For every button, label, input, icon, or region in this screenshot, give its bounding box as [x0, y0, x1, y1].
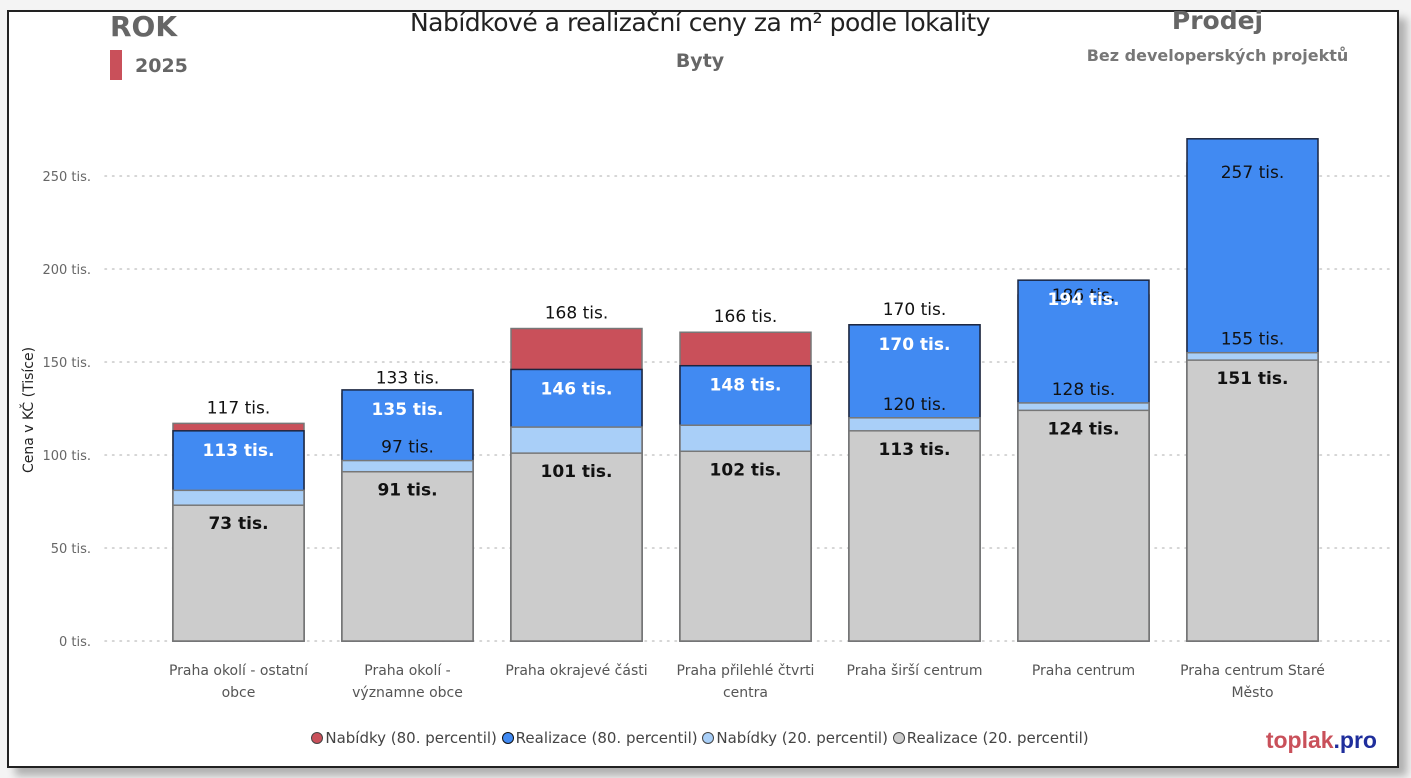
y-axis-label: Cena v KČ (Tisíce)	[19, 347, 37, 473]
x-tick-label: Praha okolí -	[364, 663, 450, 679]
data-label: 120 tis.	[883, 395, 947, 415]
y-tick-label: 0 tis.	[59, 635, 91, 650]
brand-part2: .pro	[1333, 727, 1377, 753]
x-tick-label: centra	[723, 685, 768, 701]
legend-marker-icon	[501, 732, 514, 744]
data-label: 113 tis.	[203, 441, 275, 461]
x-tick-label: Praha přilehlé čtvrti	[677, 663, 815, 679]
data-label: 97 tis.	[381, 438, 434, 458]
data-label: 101 tis.	[541, 462, 613, 482]
chart-title: Nabídkové a realizační ceny za m² podle …	[409, 8, 991, 37]
data-label: 186 tis.	[1052, 286, 1116, 306]
bar-realizace-20-percentil-	[1186, 359, 1319, 642]
bar-realizace-20-percentil-	[510, 452, 643, 642]
x-tick-label: obce	[222, 685, 256, 701]
transaction-type-label: Prodej	[1171, 6, 1264, 35]
bar-realizace-20-percentil-	[341, 470, 474, 642]
data-label: 128 tis.	[1052, 380, 1116, 400]
data-label: 135 tis.	[372, 400, 444, 420]
data-label: 168 tis.	[545, 304, 609, 324]
legend-item[interactable]: Realizace (80. percentil)	[501, 729, 698, 747]
x-tick-label: Město	[1231, 685, 1273, 701]
data-label: 146 tis.	[541, 379, 613, 399]
legend-label: Nabídky (20. percentil)	[716, 729, 888, 747]
data-label: 148 tis.	[710, 376, 782, 396]
data-label: 91 tis.	[377, 481, 437, 501]
data-label: 124 tis.	[1048, 419, 1120, 439]
y-tick-label: 50 tis.	[51, 542, 91, 557]
data-label: 155 tis.	[1221, 330, 1285, 350]
data-label: 73 tis.	[208, 514, 268, 534]
data-labels: 117 tis. 133 tis. 168 tis. 166 tis. 170 tis.…	[203, 163, 1289, 534]
x-tick-label: Praha centrum Staré	[1180, 663, 1325, 679]
data-label: 113 tis.	[879, 440, 951, 460]
bar-realizace-20-percentil-	[679, 450, 812, 642]
legend-marker-icon	[702, 732, 715, 744]
year-slicer-title: ROK	[110, 10, 178, 43]
legend-label: Realizace (80. percentil)	[515, 729, 698, 747]
brand-part1: toplak	[1265, 727, 1334, 753]
x-tick-label: významne obce	[352, 685, 463, 701]
legend: Nabídky (80. percentil) Realizace (80. p…	[0, 729, 1400, 748]
legend-label: Nabídky (80. percentil)	[325, 729, 497, 747]
data-label: 166 tis.	[714, 307, 778, 327]
legend-label: Realizace (20. percentil)	[906, 729, 1089, 747]
x-tick-label: Praha okrajevé části	[505, 663, 647, 679]
legend-marker-icon	[311, 732, 324, 744]
y-axis-ticks: 0 tis. 50 tis. 100 tis. 150 tis. 200 tis. 250…	[42, 170, 91, 650]
y-tick-label: 100 tis.	[42, 449, 91, 464]
year-swatch[interactable]	[110, 50, 122, 80]
data-label: 170 tis.	[883, 300, 947, 320]
y-tick-label: 250 tis.	[42, 170, 91, 185]
bar-realizace-20-percentil-	[848, 430, 981, 642]
data-label: 170 tis.	[879, 335, 951, 355]
bar-realizace-20-percentil-	[172, 504, 305, 642]
y-tick-label: 200 tis.	[42, 263, 91, 278]
data-label: 102 tis.	[710, 460, 782, 480]
data-label: 194 tis.	[1048, 290, 1120, 310]
year-slicer-value[interactable]: 2025	[135, 55, 188, 77]
legend-item[interactable]: Nabídky (20. percentil)	[702, 729, 888, 747]
legend-item[interactable]: Nabídky (80. percentil)	[311, 729, 497, 747]
data-label: 133 tis.	[376, 369, 440, 389]
data-label: 257 tis.	[1221, 163, 1285, 183]
chart-subtitle: Byty	[675, 50, 725, 72]
data-label: 151 tis.	[1217, 369, 1289, 389]
y-tick-label: 150 tis.	[42, 356, 91, 371]
brand-logo[interactable]: toplak.pro	[1266, 727, 1377, 754]
bars	[172, 138, 1319, 642]
data-label: 117 tis.	[207, 398, 271, 418]
legend-marker-icon	[892, 732, 905, 744]
legend-item[interactable]: Realizace (20. percentil)	[892, 729, 1089, 747]
x-tick-label: Praha centrum	[1032, 663, 1135, 679]
x-tick-label: Praha širší centrum	[847, 663, 983, 679]
filter-label: Bez developerských projektů	[1086, 46, 1349, 65]
x-tick-label: Praha okolí - ostatní	[169, 663, 309, 679]
x-axis-ticks: Praha okolí - ostatní obce Praha okolí - vý…	[169, 663, 1325, 701]
bar-realizace-20-percentil-	[1017, 409, 1150, 642]
